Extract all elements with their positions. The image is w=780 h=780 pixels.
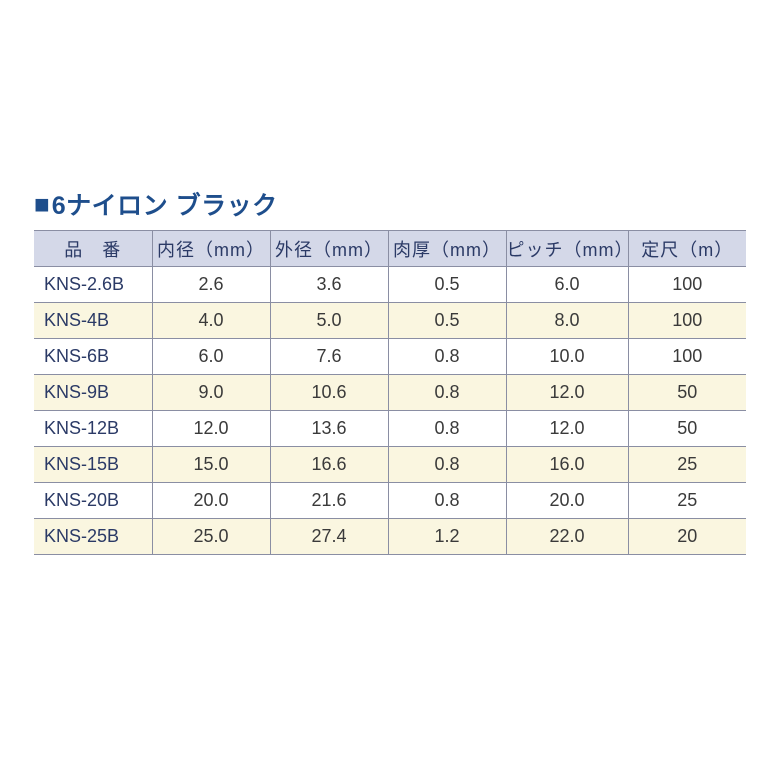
table-header-cell: 内径（mm）: [152, 231, 270, 267]
table-cell: 0.8: [388, 339, 506, 375]
table-cell: KNS-2.6B: [34, 267, 152, 303]
table-header-cell: ピッチ（mm）: [506, 231, 628, 267]
page: ■ 6ナイロン ブラック 品 番内径（mm）外径（mm）肉厚（mm）ピッチ（mm…: [0, 0, 780, 780]
table-cell: 20: [628, 519, 746, 555]
table-cell: 15.0: [152, 447, 270, 483]
table-row: KNS-15B15.016.60.816.025: [34, 447, 746, 483]
table-cell: 0.8: [388, 483, 506, 519]
table-cell: 100: [628, 339, 746, 375]
table-row: KNS-9B9.010.60.812.050: [34, 375, 746, 411]
table-cell: KNS-15B: [34, 447, 152, 483]
table-cell: 12.0: [506, 375, 628, 411]
table-cell: 0.8: [388, 375, 506, 411]
table-cell: 20.0: [506, 483, 628, 519]
table-cell: 5.0: [270, 303, 388, 339]
table-cell: KNS-9B: [34, 375, 152, 411]
table-cell: 100: [628, 267, 746, 303]
table-cell: 25.0: [152, 519, 270, 555]
table-cell: 4.0: [152, 303, 270, 339]
table-header: 品 番内径（mm）外径（mm）肉厚（mm）ピッチ（mm）定尺（m）: [34, 231, 746, 267]
table-cell: 0.8: [388, 447, 506, 483]
table-cell: 27.4: [270, 519, 388, 555]
table-cell: 2.6: [152, 267, 270, 303]
table-cell: 50: [628, 375, 746, 411]
table-cell: 3.6: [270, 267, 388, 303]
table-cell: KNS-4B: [34, 303, 152, 339]
table-cell: KNS-6B: [34, 339, 152, 375]
table-cell: 10.0: [506, 339, 628, 375]
table-cell: 12.0: [506, 411, 628, 447]
table-header-cell: 肉厚（mm）: [388, 231, 506, 267]
table-cell: 0.5: [388, 303, 506, 339]
table-header-cell: 外径（mm）: [270, 231, 388, 267]
table-row: KNS-4B4.05.00.58.0100: [34, 303, 746, 339]
table-row: KNS-12B12.013.60.812.050: [34, 411, 746, 447]
table-cell: 100: [628, 303, 746, 339]
table-cell: 16.0: [506, 447, 628, 483]
table-cell: KNS-12B: [34, 411, 152, 447]
title-square-icon: ■: [34, 191, 50, 217]
table-cell: 9.0: [152, 375, 270, 411]
table-row: KNS-2.6B2.63.60.56.0100: [34, 267, 746, 303]
table-cell: 8.0: [506, 303, 628, 339]
title-text: 6ナイロン ブラック: [52, 186, 278, 222]
table-cell: KNS-25B: [34, 519, 152, 555]
table-cell: 1.2: [388, 519, 506, 555]
table-cell: 25: [628, 447, 746, 483]
table-header-cell: 定尺（m）: [628, 231, 746, 267]
table-cell: 0.5: [388, 267, 506, 303]
table-cell: 6.0: [152, 339, 270, 375]
table-cell: 21.6: [270, 483, 388, 519]
table-row: KNS-20B20.021.60.820.025: [34, 483, 746, 519]
table-cell: 25: [628, 483, 746, 519]
table-row: KNS-6B6.07.60.810.0100: [34, 339, 746, 375]
table-cell: 13.6: [270, 411, 388, 447]
table-row: KNS-25B25.027.41.222.020: [34, 519, 746, 555]
table-cell: 20.0: [152, 483, 270, 519]
section-title: ■ 6ナイロン ブラック: [34, 186, 746, 222]
table-cell: KNS-20B: [34, 483, 152, 519]
table-cell: 0.8: [388, 411, 506, 447]
table-body: KNS-2.6B2.63.60.56.0100KNS-4B4.05.00.58.…: [34, 267, 746, 555]
table-cell: 10.6: [270, 375, 388, 411]
table-header-cell: 品 番: [34, 231, 152, 267]
table-cell: 22.0: [506, 519, 628, 555]
table-cell: 7.6: [270, 339, 388, 375]
spec-table: 品 番内径（mm）外径（mm）肉厚（mm）ピッチ（mm）定尺（m） KNS-2.…: [34, 230, 746, 555]
table-cell: 12.0: [152, 411, 270, 447]
table-cell: 50: [628, 411, 746, 447]
table-cell: 16.6: [270, 447, 388, 483]
table-cell: 6.0: [506, 267, 628, 303]
